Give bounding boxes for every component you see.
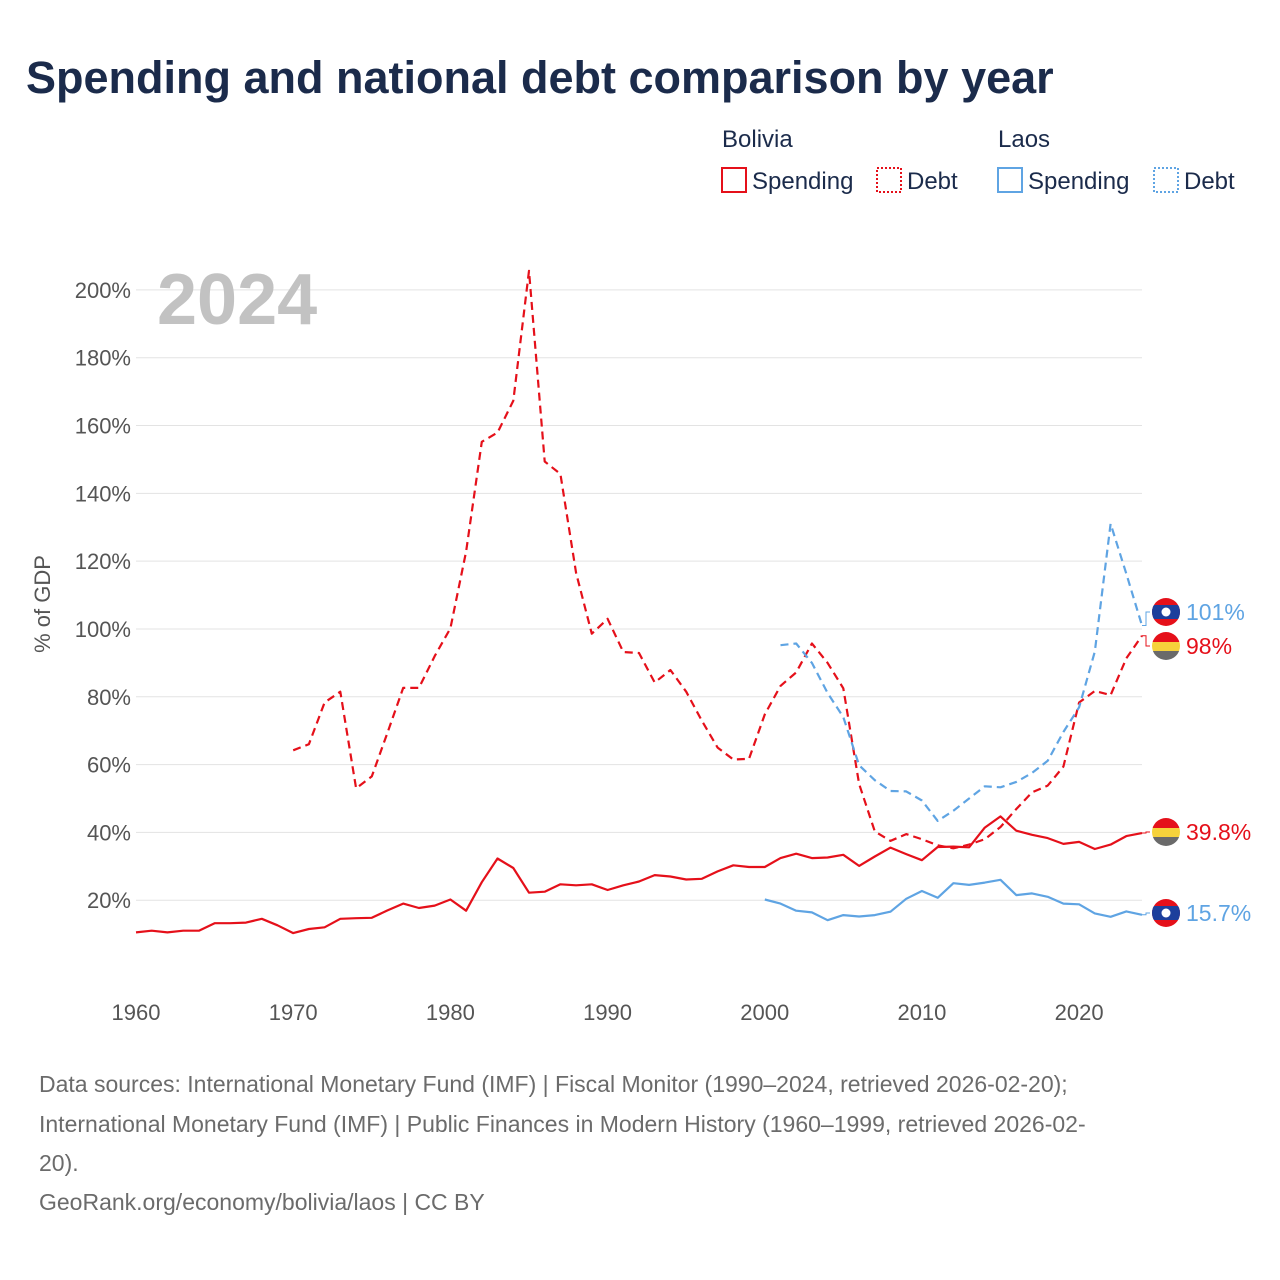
y-tick-label: 200% (75, 278, 131, 303)
chart-title: Spending and national debt comparison by… (26, 52, 1054, 103)
y-tick-label: 160% (75, 414, 131, 439)
series-line-laos-spending (764, 878, 1143, 922)
y-tick-label: 120% (75, 549, 131, 574)
end-connector (1142, 831, 1150, 834)
x-tick-label: 2020 (1055, 1000, 1104, 1025)
x-tick-label: 1960 (112, 1000, 161, 1025)
end-label-bolivia-debt: 98% (1186, 633, 1232, 659)
legend-swatch-laos-debt (1153, 167, 1179, 193)
series-line-bolivia-debt (292, 269, 1143, 850)
legend-group-laos: Laos (998, 126, 1050, 153)
source-line-2: International Monetary Fund (IMF) | Publ… (39, 1111, 1086, 1137)
x-tick-label: 2010 (897, 1000, 946, 1025)
source-line-1: Data sources: International Monetary Fun… (39, 1071, 1068, 1097)
series-lines (135, 269, 1144, 935)
end-label-laos-spending: 15.7% (1186, 900, 1251, 926)
y-tick-label: 20% (87, 888, 131, 913)
end-connectors (1142, 611, 1150, 916)
y-tick-label: 140% (75, 481, 131, 506)
y-tick-label: 100% (75, 617, 131, 642)
bolivia-flag-icon (1152, 632, 1180, 660)
laos-flag-icon (1152, 598, 1180, 626)
end-connector (1142, 635, 1150, 647)
y-tick-label: 40% (87, 820, 131, 845)
y-tick-label: 180% (75, 346, 131, 371)
legend-label-laos-spending: Spending (1028, 168, 1129, 195)
end-connector (1142, 912, 1150, 916)
end-label-bolivia-spending: 39.8% (1186, 819, 1251, 845)
end-connector (1142, 611, 1150, 627)
y-axis-label: % of GDP (30, 555, 55, 653)
x-axis-ticks: 1960 1970 1980 1990 2000 2010 2020 (112, 1000, 1104, 1025)
footer-credit-link[interactable]: GeoRank.org/economy/bolivia/laos | CC BY (39, 1189, 485, 1215)
year-label: 2024 (157, 260, 317, 340)
x-tick-label: 1990 (583, 1000, 632, 1025)
legend-swatch-laos-spending (997, 167, 1023, 193)
legend-label-laos-debt: Debt (1184, 168, 1235, 195)
legend-label-bolivia-debt: Debt (907, 168, 958, 195)
x-tick-label: 1970 (269, 1000, 318, 1025)
legend-label-bolivia-spending: Spending (752, 168, 853, 195)
y-axis-ticks: 20% 40% 60% 80% 100% 120% 140% 160% 180% 200% (75, 278, 131, 913)
end-label-laos-debt: 101% (1186, 599, 1245, 625)
x-tick-label: 2000 (740, 1000, 789, 1025)
x-tick-label: 1980 (426, 1000, 475, 1025)
bolivia-flag-icon (1152, 818, 1180, 846)
source-line-3: 20). (39, 1150, 79, 1176)
series-line-bolivia-spending (135, 815, 1143, 935)
series-line-laos-debt (780, 522, 1144, 823)
laos-flag-icon (1152, 899, 1180, 927)
legend-group-bolivia: Bolivia (722, 126, 793, 153)
y-tick-label: 80% (87, 685, 131, 710)
legend: Bolivia Spending Debt Laos Spending Debt (721, 126, 1235, 195)
y-tick-label: 60% (87, 753, 131, 778)
legend-swatch-bolivia-debt (876, 167, 902, 193)
legend-swatch-bolivia-spending (721, 167, 747, 193)
gridlines (136, 289, 1142, 901)
